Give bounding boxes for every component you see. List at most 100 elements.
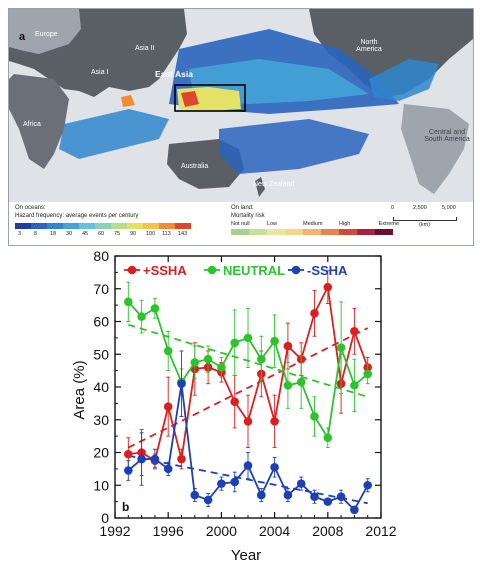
- africa-landmass: [9, 74, 69, 169]
- data-point: [270, 462, 279, 472]
- map-legend: On oceans: Hazard frequency: average eve…: [9, 202, 473, 245]
- region-label-east-asia: East Asia: [155, 69, 193, 79]
- panel-b-letter: b: [122, 500, 129, 514]
- east-asia-box: [174, 84, 246, 112]
- data-point: [296, 377, 306, 387]
- data-point: [150, 454, 160, 464]
- y-tick-label: 60: [93, 314, 109, 330]
- ocean-swatch: [15, 223, 31, 229]
- chart-legend: +SSHA NEUTRAL -SSHA: [124, 263, 348, 278]
- y-tick-label: 0: [101, 510, 109, 526]
- ocean-swatch: [31, 223, 47, 229]
- ocean-tick-label: 3: [18, 231, 22, 237]
- y-tick-label: 30: [93, 412, 109, 428]
- y-axis-label: Area (%): [71, 360, 88, 419]
- y-tick-label: 10: [93, 477, 109, 493]
- ocean-tick-label: 143: [178, 231, 188, 237]
- data-point: [270, 336, 279, 346]
- data-point: [243, 461, 253, 470]
- data-point: [190, 358, 200, 367]
- x-tick-label: 2004: [259, 523, 290, 539]
- ocean-swatch: [95, 223, 111, 229]
- data-series: [124, 350, 373, 515]
- x-tick-label: 2012: [365, 523, 396, 539]
- scale-unit: (km): [419, 222, 430, 228]
- land-swatch: [375, 229, 393, 235]
- data-series: [124, 281, 373, 449]
- europe-landmass: [9, 9, 81, 54]
- ocean-legend-subtitle: Hazard frequency: average events per cen…: [15, 213, 139, 219]
- data-point: [230, 477, 239, 487]
- ocean-swatch: [111, 223, 127, 229]
- data-point: [177, 379, 186, 389]
- land-tick-label: Not null: [231, 221, 250, 227]
- ocean-swatch: [47, 223, 63, 229]
- hazard-hotspot-core: [181, 91, 199, 107]
- x-tick-label: 1996: [153, 523, 184, 539]
- y-tick-label: 40: [93, 379, 109, 395]
- land-swatch: [339, 229, 357, 235]
- region-label-north-america: North America: [356, 39, 382, 53]
- data-point: [243, 333, 253, 343]
- ocean-tick-label: 18: [50, 231, 57, 237]
- y-tick-label: 50: [93, 346, 109, 362]
- y-tick-label: 70: [93, 281, 109, 297]
- data-point: [323, 433, 333, 443]
- area-timeseries-chart: 1992 1996 2000 2004 2008 2012 0 10 20 30 40 50 60 70 8…: [71, 248, 397, 564]
- data-point: [257, 490, 266, 500]
- data-point: [150, 304, 160, 313]
- land-tick-label: Low: [267, 221, 278, 227]
- x-tick-label: 2000: [206, 523, 237, 539]
- region-label-asia-i: Asia I: [91, 69, 109, 76]
- data-point: [163, 464, 173, 474]
- land-tick-label: Extreme: [378, 221, 400, 227]
- legend-label: +SSHA: [143, 263, 187, 278]
- land-legend-title: On land:: [231, 205, 254, 211]
- data-point: [283, 341, 293, 351]
- ocean-swatch: [79, 223, 95, 229]
- land-swatch: [303, 229, 321, 235]
- data-point: [137, 312, 146, 321]
- data-point: [190, 490, 200, 500]
- land-swatch: [285, 229, 303, 235]
- hazard-band-south-pacific: [219, 119, 369, 174]
- data-point: [270, 417, 279, 426]
- new-zealand-landmass: [255, 177, 265, 197]
- data-point: [124, 297, 133, 307]
- land-swatch: [357, 229, 375, 235]
- panel-a-letter: a: [19, 31, 26, 43]
- land-tick-label: High: [339, 221, 351, 227]
- data-point: [243, 417, 253, 426]
- land-swatch: [249, 229, 267, 235]
- land-tick-label: Medium: [303, 221, 323, 227]
- scale-tick-5000: 5,000: [442, 205, 456, 211]
- data-point: [350, 505, 359, 515]
- legend-marker: [207, 265, 217, 275]
- data-point: [336, 343, 346, 352]
- ocean-tick-label: 8: [34, 231, 38, 237]
- region-label-central-south-america: Central and South America: [424, 129, 470, 143]
- ocean-swatch: [159, 223, 175, 229]
- ocean-swatch: [63, 223, 79, 229]
- data-point: [363, 480, 373, 490]
- data-point: [283, 381, 293, 390]
- data-point: [163, 346, 173, 356]
- ocean-tick-label: 60: [98, 231, 105, 237]
- data-point: [124, 449, 133, 459]
- ocean-legend-title: On oceans:: [15, 205, 46, 211]
- data-point: [283, 490, 293, 500]
- data-point: [310, 309, 319, 318]
- data-point: [217, 363, 226, 372]
- x-axis-label: Year: [231, 547, 261, 564]
- data-point: [310, 412, 319, 421]
- legend-label: NEUTRAL: [223, 263, 285, 278]
- region-label-new-zealand: New Zealand: [253, 181, 295, 188]
- data-point: [350, 381, 359, 390]
- data-point: [350, 327, 359, 336]
- ocean-tick-label: 100: [146, 231, 156, 237]
- data-point: [163, 402, 173, 411]
- y-tick-label: 80: [93, 248, 109, 264]
- data-point: [137, 454, 146, 464]
- scale-tick-2500: 2,500: [413, 205, 427, 211]
- region-label-asia-ii: Asia II: [135, 45, 155, 52]
